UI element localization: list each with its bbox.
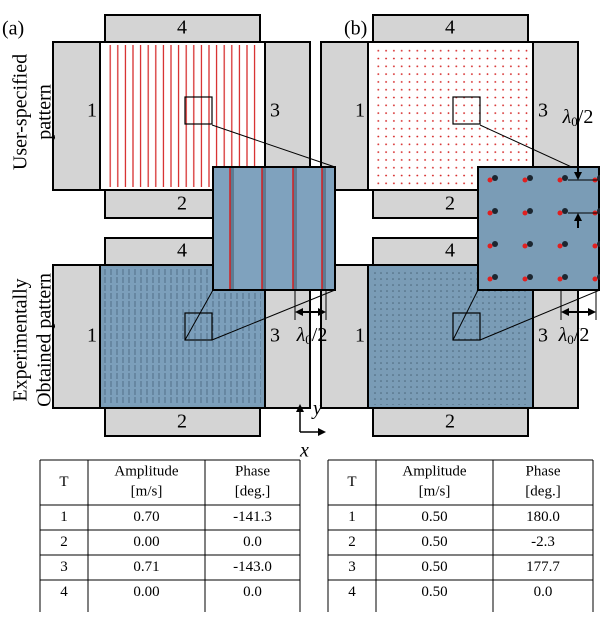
inset-dot [523, 211, 528, 216]
table-cell: 0.0 [243, 534, 262, 550]
transducer-label: 2 [445, 193, 455, 215]
transducer-label: 3 [538, 325, 548, 347]
table-cell: 0.00 [133, 534, 159, 550]
table-cell: 177.7 [526, 559, 560, 575]
row-label: Experimentally [10, 278, 32, 401]
inset-shadow [527, 274, 533, 280]
row-label: Obtained pattern [34, 273, 56, 407]
inset-dot [523, 277, 528, 282]
wavelength-label: λ0/2 [558, 324, 590, 347]
table-header: [deg.] [525, 483, 560, 499]
table-header: Phase [235, 463, 270, 479]
pattern [372, 45, 529, 187]
transducer-label: 2 [177, 411, 187, 433]
table-header: [m/s] [131, 483, 163, 499]
inset-dot [488, 211, 493, 216]
suffix: /2 [578, 106, 594, 128]
table-cell: 0.0 [534, 584, 553, 600]
inset-shadow [492, 175, 498, 181]
inset-dot [488, 178, 493, 183]
pattern [104, 45, 261, 187]
inset [478, 167, 599, 290]
table-cell: -2.3 [531, 534, 555, 550]
axis-label: y [311, 398, 322, 420]
table-cell: 4 [348, 584, 356, 600]
transducer-label: 2 [445, 411, 455, 433]
inset-shadow [562, 241, 568, 247]
transducer-label: 1 [87, 100, 97, 122]
inset-dot [488, 244, 493, 249]
table-header: [deg.] [235, 483, 270, 499]
inset-shadow [492, 208, 498, 214]
transducer-label: 1 [355, 325, 365, 347]
table-cell: 0.71 [133, 559, 159, 575]
row-label: pattern [34, 84, 56, 140]
transducer-label: 3 [270, 100, 280, 122]
suffix: /2 [312, 324, 328, 346]
table-cell: 3 [60, 559, 68, 575]
inset-shadow [492, 241, 498, 247]
table-cell: 180.0 [526, 509, 560, 525]
transducer-label: 3 [538, 100, 548, 122]
inset-dot [523, 178, 528, 183]
inset-dot [558, 277, 563, 282]
inset-dot [488, 277, 493, 282]
inset-dot [523, 244, 528, 249]
tables: T Amplitude [m/s] Phase [deg.] 1 0.70 -141.3 2 0.… [40, 460, 593, 612]
inset-shadow [562, 274, 568, 280]
suffix: /2 [574, 324, 590, 346]
inset-shadow [562, 208, 568, 214]
table-cell: 3 [348, 559, 356, 575]
table-cell: 0.70 [133, 509, 159, 525]
transducer-label: 3 [270, 325, 280, 347]
table-header: T [59, 474, 68, 490]
table-cell: 1 [60, 509, 68, 525]
table-cell: 0.50 [421, 534, 447, 550]
table-header: Amplitude [402, 463, 467, 479]
row-label: User-specified [10, 54, 32, 170]
inset-shadow [527, 241, 533, 247]
transducer-label: 4 [445, 240, 455, 262]
page: (a) 1 2 3 4 1 2 3 4 (b) 1 2 3 4 1 2 3 4 User-specifiedpat… [0, 0, 600, 620]
table-cell: 0.50 [421, 509, 447, 525]
table-cell: 1 [348, 509, 356, 525]
wavelength-label: λ0/2 [296, 324, 328, 347]
transducer-label: 4 [177, 17, 187, 39]
transducer-label: 1 [355, 100, 365, 122]
table-header: Amplitude [114, 463, 179, 479]
inset-dot [558, 178, 563, 183]
table-header: [m/s] [419, 483, 451, 499]
inset-shadow [527, 175, 533, 181]
inset-dot [593, 277, 598, 282]
inset-shadow [527, 208, 533, 214]
inset-dot [593, 244, 598, 249]
table-cell: 4 [60, 584, 68, 600]
table-cell: 0.0 [243, 584, 262, 600]
table-cell: 2 [60, 534, 68, 550]
table-cell: -141.3 [233, 509, 272, 525]
table-cell: 0.50 [421, 584, 447, 600]
wavelength-label: λ0/2 [562, 106, 594, 129]
figure: (a) 1 2 3 4 1 2 3 4 (b) 1 2 3 4 1 2 3 4 User-specifiedpat… [0, 0, 600, 620]
inset-dot [558, 211, 563, 216]
table-header: T [347, 474, 356, 490]
panel-label: (b) [344, 18, 367, 40]
panel-label: (a) [2, 18, 24, 40]
transducer-label: 4 [177, 240, 187, 262]
lambda: λ [296, 324, 306, 346]
axis-label: x [299, 440, 309, 462]
lambda: λ [558, 324, 568, 346]
table-cell: -143.0 [233, 559, 272, 575]
lambda: λ [562, 106, 572, 128]
inset-dot [558, 244, 563, 249]
table-header: Phase [526, 463, 561, 479]
table-cell: 2 [348, 534, 356, 550]
table-cell: 0.00 [133, 584, 159, 600]
inset-shadow [492, 274, 498, 280]
table-cell: 0.50 [421, 559, 447, 575]
transducer-label: 4 [445, 17, 455, 39]
transducer-label: 1 [87, 325, 97, 347]
inset-shadow [562, 175, 568, 181]
transducer-label: 2 [177, 193, 187, 215]
